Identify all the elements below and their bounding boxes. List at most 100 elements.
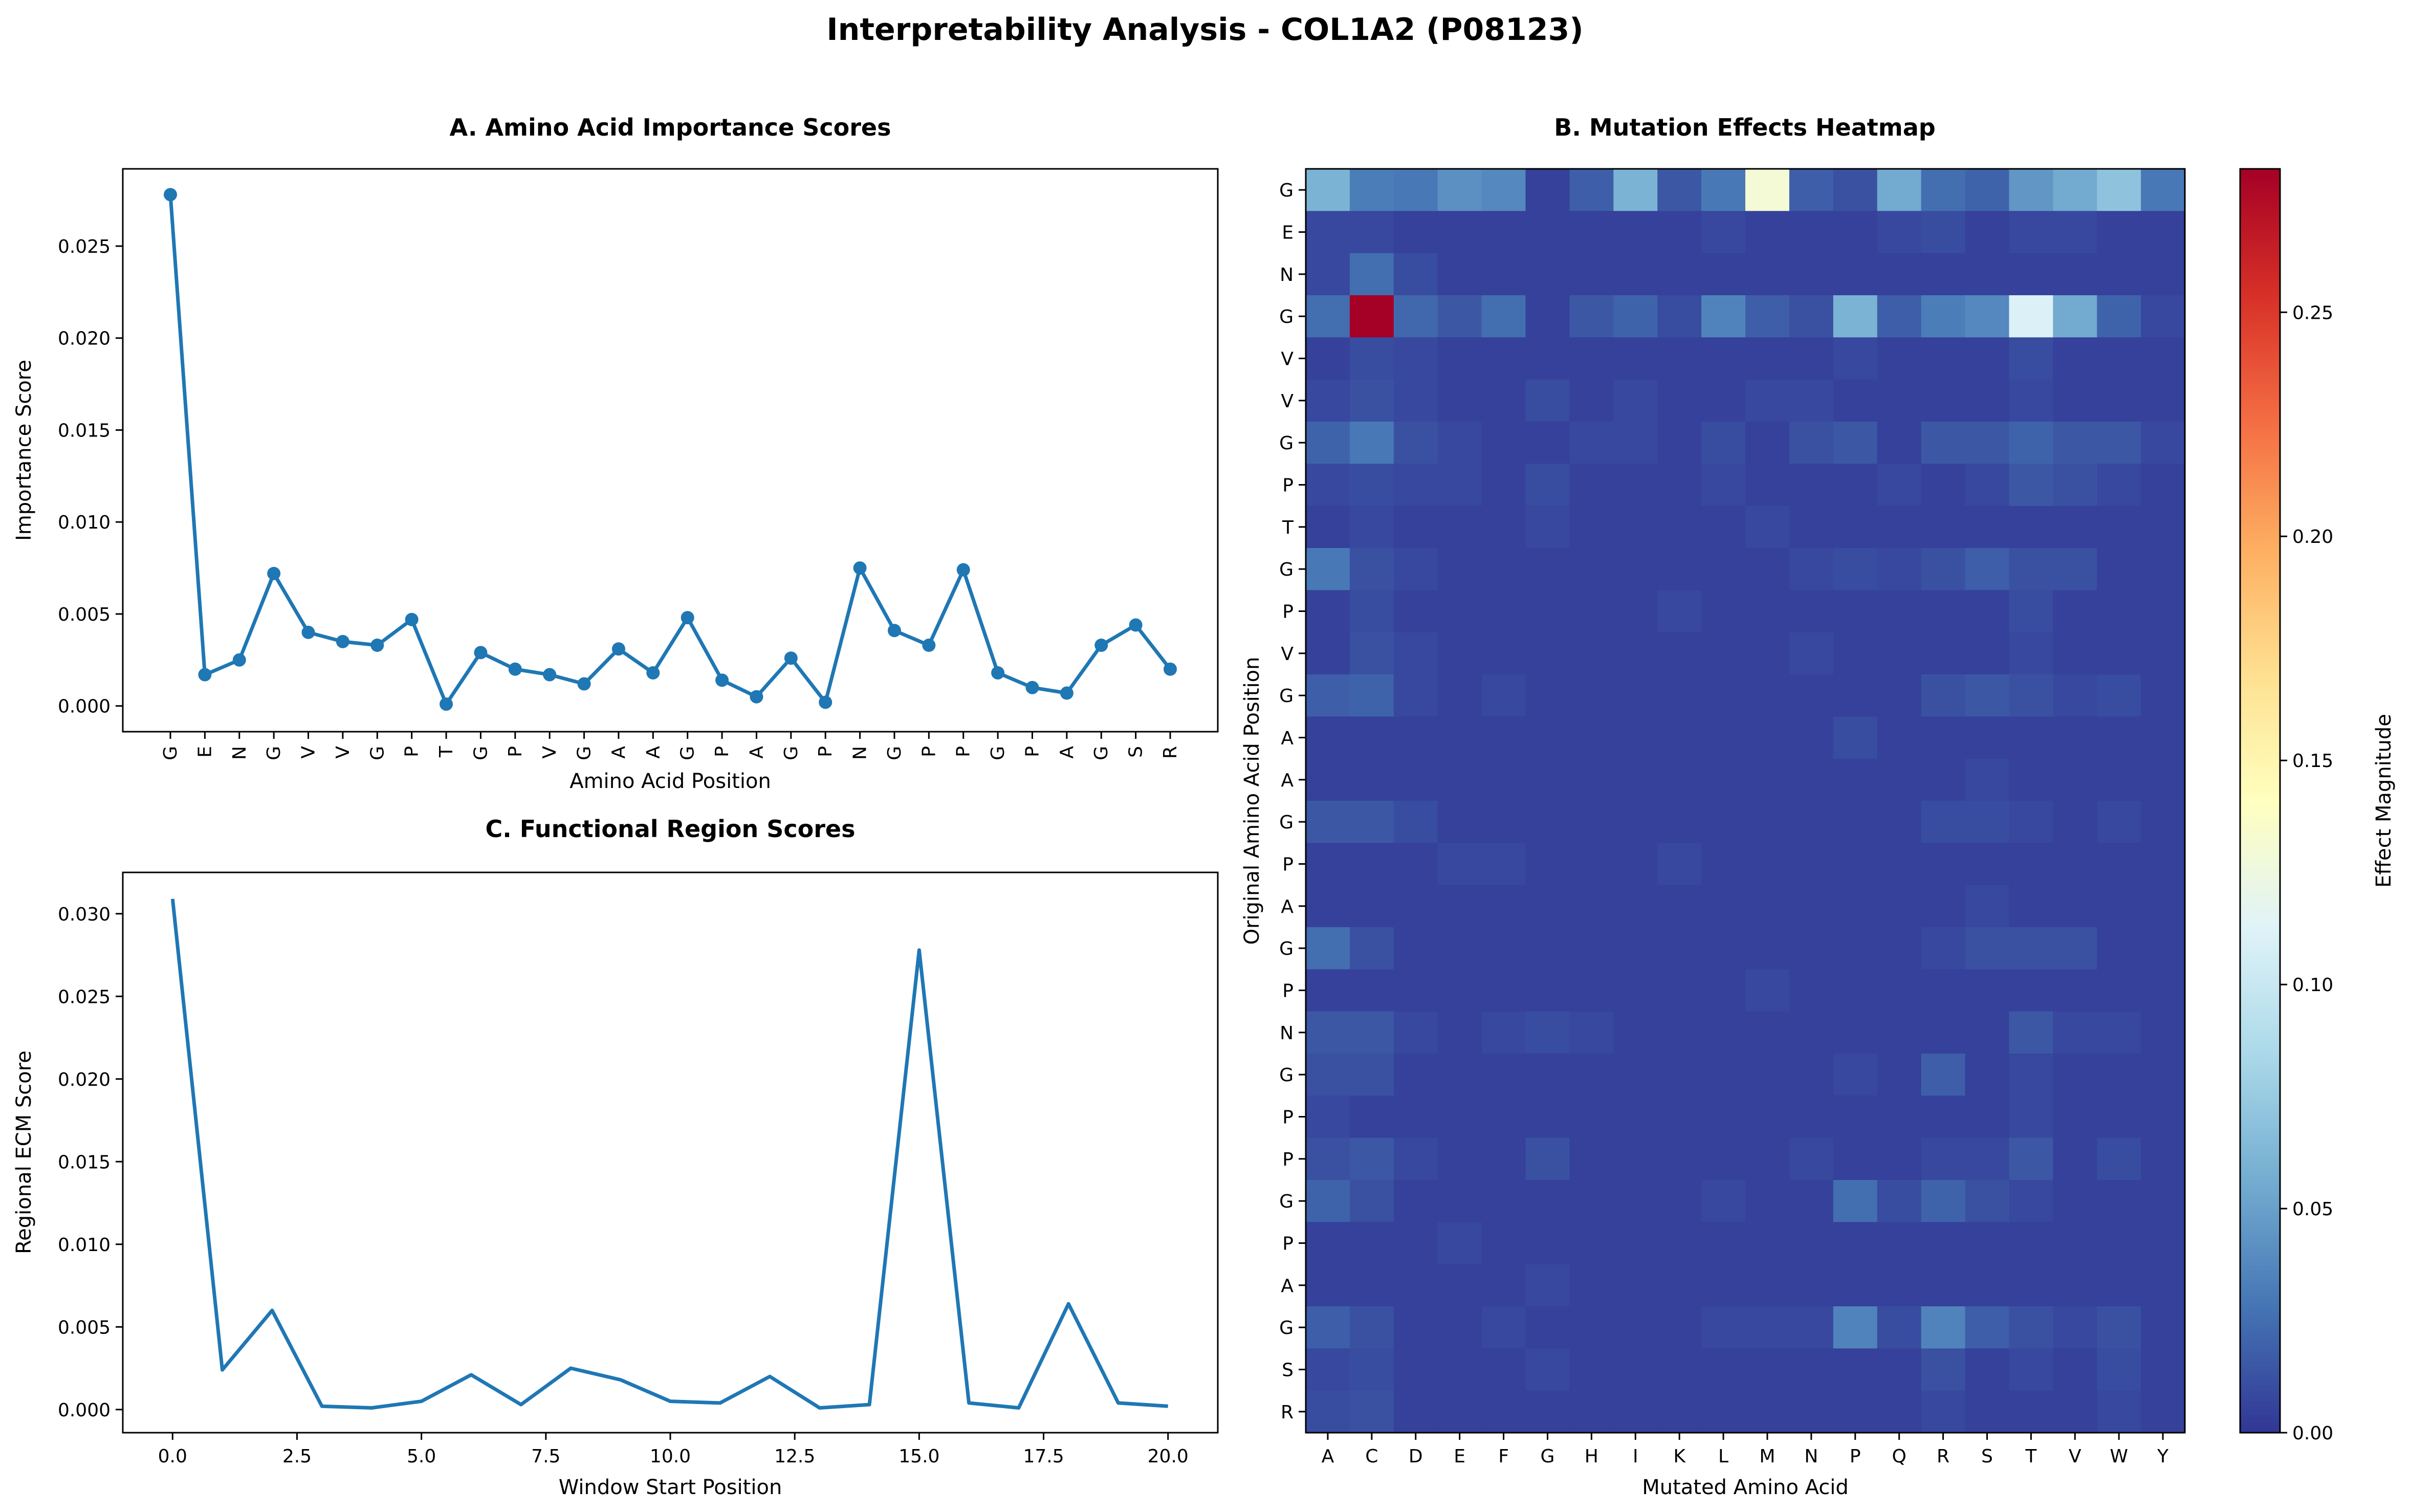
heatmap-cell (2009, 506, 2053, 549)
heatmap-cell (1789, 169, 1834, 211)
heatmap-cell (1613, 716, 1658, 759)
heatmap-cell (1393, 716, 1438, 759)
heatmap-cell (1569, 1222, 1614, 1265)
heatmap-cell (1613, 969, 1658, 1012)
panel-a-xtick-label: P (402, 746, 423, 757)
panel-a-point (956, 563, 970, 577)
heatmap-cell (1701, 590, 1746, 633)
heatmap-cell (1306, 885, 1350, 928)
heatmap-cell (1701, 1306, 1746, 1349)
heatmap-cell (1393, 548, 1438, 590)
heatmap-cell (1789, 1011, 1834, 1054)
heatmap-cell (1789, 1180, 1834, 1222)
heatmap-cell (1921, 1095, 1966, 1138)
panel-b-ytick-label: R (1281, 1402, 1294, 1423)
heatmap-cell (1657, 1180, 1702, 1222)
heatmap-cell (1701, 253, 1746, 296)
panel-b-xtick-label: V (2069, 1446, 2082, 1467)
heatmap-cell (2009, 1180, 2053, 1222)
panel-a-point (336, 634, 349, 648)
panel-c-xtick-label: 20.0 (1148, 1446, 1189, 1467)
panel-b-ytick-label: T (1282, 517, 1294, 538)
heatmap-cell (1877, 379, 1922, 422)
heatmap-cell (1481, 211, 1526, 254)
heatmap-cell (2141, 1348, 2185, 1391)
heatmap-cell (1525, 758, 1570, 801)
heatmap-cell (2053, 253, 2097, 296)
panel-a-point (301, 625, 315, 639)
heatmap-cell (1349, 1095, 1394, 1138)
heatmap-cell (1525, 885, 1570, 928)
heatmap-cell (1701, 1222, 1746, 1265)
heatmap-cell (1306, 1011, 1350, 1054)
heatmap-cell (1701, 337, 1746, 380)
heatmap-cell (2053, 337, 2097, 380)
panel-a-point (1060, 686, 1073, 700)
panel-a-xtick-label: A (1057, 746, 1078, 759)
panel-b-xtick-label: Y (2157, 1446, 2169, 1467)
heatmap-cell (2053, 295, 2097, 338)
heatmap-cell (1657, 1348, 1702, 1391)
heatmap-cell (1833, 379, 1878, 422)
heatmap-cell (1877, 590, 1922, 633)
heatmap-cell (1745, 1095, 1790, 1138)
heatmap-cell (1481, 1011, 1526, 1054)
heatmap-cell (1393, 169, 1438, 211)
heatmap-cell (1437, 969, 1482, 1012)
heatmap-cell (2141, 716, 2185, 759)
heatmap-cell (1481, 1095, 1526, 1138)
heatmap-cell (1789, 464, 1834, 507)
panel-a-point (715, 673, 729, 687)
panel-a-point (508, 662, 522, 676)
heatmap-cell (1833, 632, 1878, 675)
heatmap-cell (1481, 632, 1526, 675)
heatmap-cell (1437, 1222, 1482, 1265)
heatmap-cell (1349, 1011, 1394, 1054)
heatmap-cell (1965, 337, 2009, 380)
heatmap-cell (1789, 1348, 1834, 1391)
heatmap-cell (1349, 1264, 1394, 1307)
heatmap-cell (1701, 758, 1746, 801)
heatmap-cell (1789, 885, 1834, 928)
panel-a-point (1094, 639, 1108, 652)
panel-a-point (1025, 681, 1039, 694)
heatmap-cell (1306, 1095, 1350, 1138)
heatmap-cell (1613, 1348, 1658, 1391)
heatmap-cell (2141, 590, 2185, 633)
heatmap-cell (1437, 632, 1482, 675)
panel-a-xtick-label: G (264, 746, 284, 760)
heatmap-cell (1701, 548, 1746, 590)
heatmap-cell (1481, 379, 1526, 422)
heatmap-cell (2141, 337, 2185, 380)
panel-a-point (370, 639, 384, 652)
heatmap-cell (1657, 1137, 1702, 1180)
heatmap-cell (2097, 969, 2141, 1012)
heatmap-cell (1877, 337, 1922, 380)
heatmap-cell (1701, 1137, 1746, 1180)
heatmap-cell (1877, 1390, 1922, 1433)
panel-b-ytick-label: P (1282, 602, 1294, 623)
heatmap-cell (1789, 590, 1834, 633)
heatmap-cell (1393, 1137, 1438, 1180)
heatmap-cell (1745, 969, 1790, 1012)
heatmap-cell (2009, 801, 2053, 843)
heatmap-cell (1921, 758, 1966, 801)
heatmap-cell (1437, 1095, 1482, 1138)
heatmap-cell (1349, 422, 1394, 464)
heatmap-cell (1525, 1011, 1570, 1054)
panel-a-point (750, 690, 763, 704)
heatmap-cell (1965, 548, 2009, 590)
heatmap-cell (2009, 843, 2053, 886)
heatmap-cell (1525, 1180, 1570, 1222)
heatmap-cell (1833, 337, 1878, 380)
heatmap-cell (1437, 1180, 1482, 1222)
heatmap-cell (1393, 1222, 1438, 1265)
heatmap-cell (2053, 1306, 2097, 1349)
heatmap-cell (1569, 758, 1614, 801)
heatmap-cell (1833, 506, 1878, 549)
heatmap-cell (1701, 169, 1746, 211)
heatmap-cell (1349, 1054, 1394, 1096)
heatmap-cell (2097, 716, 2141, 759)
heatmap-cell (1789, 211, 1834, 254)
heatmap-cell (1833, 1011, 1878, 1054)
